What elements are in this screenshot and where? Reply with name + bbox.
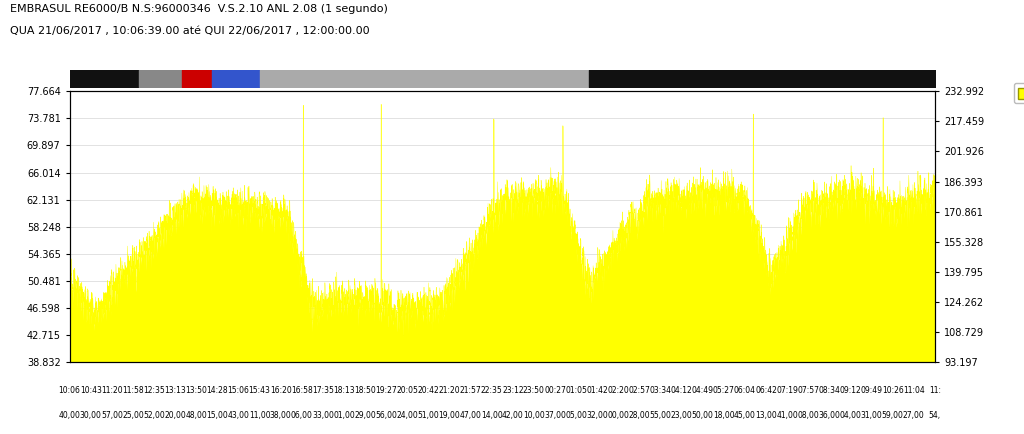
Text: 57,00: 57,00 bbox=[101, 411, 123, 420]
Text: 47,00: 47,00 bbox=[460, 411, 481, 420]
Text: 06:04: 06:04 bbox=[734, 386, 756, 395]
Text: 25,00: 25,00 bbox=[122, 411, 143, 420]
Text: 32,00: 32,00 bbox=[587, 411, 608, 420]
Text: 59,00: 59,00 bbox=[882, 411, 903, 420]
Text: 01,00: 01,00 bbox=[333, 411, 355, 420]
Text: 18,00: 18,00 bbox=[713, 411, 734, 420]
Text: 11,00: 11,00 bbox=[249, 411, 270, 420]
Text: 19:27: 19:27 bbox=[376, 386, 397, 395]
Text: 13,00: 13,00 bbox=[756, 411, 777, 420]
Text: 16:58: 16:58 bbox=[291, 386, 312, 395]
Text: 23,00: 23,00 bbox=[671, 411, 692, 420]
Text: 29,00: 29,00 bbox=[354, 411, 376, 420]
Text: 11:20: 11:20 bbox=[101, 386, 123, 395]
Text: 09:49: 09:49 bbox=[860, 386, 883, 395]
Text: 05:27: 05:27 bbox=[713, 386, 735, 395]
Text: 54,: 54, bbox=[929, 411, 941, 420]
Text: 41,00: 41,00 bbox=[776, 411, 798, 420]
Text: 06,00: 06,00 bbox=[291, 411, 312, 420]
Text: 08:34: 08:34 bbox=[818, 386, 841, 395]
Text: 00,00: 00,00 bbox=[607, 411, 630, 420]
Text: 18:13: 18:13 bbox=[333, 386, 354, 395]
Text: 04,00: 04,00 bbox=[840, 411, 861, 420]
Text: 45,00: 45,00 bbox=[734, 411, 756, 420]
Text: 55,00: 55,00 bbox=[649, 411, 672, 420]
Text: 17:35: 17:35 bbox=[312, 386, 334, 395]
Text: 09:12: 09:12 bbox=[840, 386, 861, 395]
Text: 43,00: 43,00 bbox=[227, 411, 250, 420]
Text: 21:57: 21:57 bbox=[460, 386, 481, 395]
Text: 07:57: 07:57 bbox=[798, 386, 819, 395]
Text: 10,00: 10,00 bbox=[523, 411, 545, 420]
Text: 24,00: 24,00 bbox=[396, 411, 418, 420]
Text: 12:35: 12:35 bbox=[143, 386, 165, 395]
Text: 03:34: 03:34 bbox=[649, 386, 672, 395]
Text: 14:28: 14:28 bbox=[207, 386, 228, 395]
Text: 48,00: 48,00 bbox=[185, 411, 207, 420]
Text: 42,00: 42,00 bbox=[502, 411, 523, 420]
Legend: Ia: Ia bbox=[1014, 83, 1024, 103]
Text: 22:35: 22:35 bbox=[481, 386, 503, 395]
Text: 08,00: 08,00 bbox=[798, 411, 819, 420]
Text: 15:43: 15:43 bbox=[249, 386, 270, 395]
Text: 10:43: 10:43 bbox=[80, 386, 101, 395]
Text: 40,00: 40,00 bbox=[58, 411, 81, 420]
Text: 33,00: 33,00 bbox=[312, 411, 334, 420]
Text: 04:49: 04:49 bbox=[692, 386, 714, 395]
Text: 15:06: 15:06 bbox=[227, 386, 250, 395]
Text: 14,00: 14,00 bbox=[481, 411, 503, 420]
Text: 07:19: 07:19 bbox=[776, 386, 798, 395]
Text: 36,00: 36,00 bbox=[818, 411, 841, 420]
Text: 23:12: 23:12 bbox=[502, 386, 523, 395]
Text: QUA 21/06/2017 , 10:06:39.00 até QUI 22/06/2017 , 12:00:00.00: QUA 21/06/2017 , 10:06:39.00 até QUI 22/… bbox=[10, 26, 370, 36]
Text: 52,00: 52,00 bbox=[143, 411, 165, 420]
Text: 10:06: 10:06 bbox=[58, 386, 81, 395]
Text: 20:05: 20:05 bbox=[396, 386, 418, 395]
Text: 21:20: 21:20 bbox=[438, 386, 461, 395]
Text: 51,00: 51,00 bbox=[418, 411, 439, 420]
Text: 56,00: 56,00 bbox=[375, 411, 397, 420]
Text: 05,00: 05,00 bbox=[565, 411, 587, 420]
Text: 00:27: 00:27 bbox=[544, 386, 566, 395]
Text: 15,00: 15,00 bbox=[207, 411, 228, 420]
Text: 13:13: 13:13 bbox=[164, 386, 186, 395]
Text: 19,00: 19,00 bbox=[438, 411, 461, 420]
Text: 02:57: 02:57 bbox=[629, 386, 650, 395]
Text: 23:50: 23:50 bbox=[523, 386, 545, 395]
Text: 50,00: 50,00 bbox=[692, 411, 714, 420]
Text: 01:05: 01:05 bbox=[565, 386, 587, 395]
Text: 06:42: 06:42 bbox=[755, 386, 777, 395]
Text: 13:50: 13:50 bbox=[185, 386, 207, 395]
Text: 02:20: 02:20 bbox=[607, 386, 629, 395]
Text: 30,00: 30,00 bbox=[80, 411, 101, 420]
Text: 11:: 11: bbox=[929, 386, 941, 395]
Text: 37,00: 37,00 bbox=[544, 411, 566, 420]
Text: 04:12: 04:12 bbox=[671, 386, 692, 395]
Text: 11:04: 11:04 bbox=[903, 386, 925, 395]
Text: 31,00: 31,00 bbox=[861, 411, 883, 420]
Text: EMBRASUL RE6000/B N.S:96000346  V.S.2.10 ANL 2.08 (1 segundo): EMBRASUL RE6000/B N.S:96000346 V.S.2.10 … bbox=[10, 4, 388, 14]
Text: 16:20: 16:20 bbox=[269, 386, 292, 395]
Text: 20,00: 20,00 bbox=[164, 411, 186, 420]
Text: 18:50: 18:50 bbox=[354, 386, 376, 395]
Text: 11:58: 11:58 bbox=[122, 386, 143, 395]
Text: 27,00: 27,00 bbox=[903, 411, 925, 420]
Text: 20:42: 20:42 bbox=[418, 386, 439, 395]
Text: 01:42: 01:42 bbox=[587, 386, 608, 395]
Text: 38,00: 38,00 bbox=[269, 411, 292, 420]
Text: 10:26: 10:26 bbox=[882, 386, 903, 395]
Text: 28,00: 28,00 bbox=[629, 411, 650, 420]
